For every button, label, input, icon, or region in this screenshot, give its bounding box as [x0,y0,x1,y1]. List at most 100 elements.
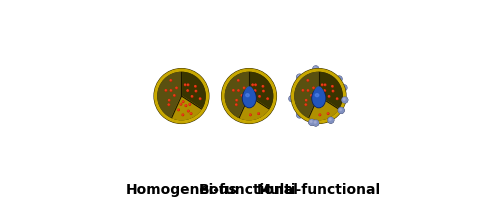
Circle shape [184,84,186,85]
Circle shape [189,104,190,105]
Circle shape [297,112,302,118]
Ellipse shape [295,72,342,120]
Circle shape [342,85,346,90]
Circle shape [298,75,300,77]
Circle shape [170,80,172,81]
Ellipse shape [158,72,205,120]
Polygon shape [309,96,338,120]
Circle shape [290,96,294,101]
Circle shape [332,86,333,87]
Circle shape [336,76,342,82]
Circle shape [342,97,347,103]
Circle shape [259,96,260,97]
Circle shape [248,104,249,105]
Circle shape [168,104,169,105]
Polygon shape [249,72,272,109]
Ellipse shape [310,94,338,111]
Circle shape [184,84,186,86]
Circle shape [174,95,175,96]
Circle shape [311,95,312,96]
Circle shape [165,90,166,91]
Circle shape [254,90,256,91]
Circle shape [310,121,312,122]
Circle shape [182,101,184,102]
Circle shape [252,84,253,85]
Circle shape [170,90,171,91]
Ellipse shape [315,94,319,97]
Circle shape [182,101,183,102]
Circle shape [252,84,254,86]
Circle shape [342,86,344,88]
Circle shape [255,84,256,86]
Circle shape [188,110,189,112]
Ellipse shape [226,72,272,120]
Circle shape [314,67,316,69]
Circle shape [309,119,314,125]
Circle shape [250,101,252,102]
Circle shape [328,118,334,123]
Circle shape [262,86,264,87]
Circle shape [297,74,302,80]
Circle shape [187,90,188,91]
Circle shape [313,87,314,89]
Circle shape [319,114,320,116]
Circle shape [328,113,329,114]
Circle shape [289,96,294,102]
Circle shape [313,87,314,88]
Circle shape [263,90,264,92]
Circle shape [182,114,183,115]
Polygon shape [182,72,205,109]
Circle shape [313,120,318,126]
Circle shape [314,121,316,123]
Circle shape [232,90,234,91]
Ellipse shape [246,94,250,97]
Circle shape [332,90,334,92]
Polygon shape [226,72,249,118]
Ellipse shape [230,80,260,99]
Circle shape [328,117,334,123]
Ellipse shape [162,80,192,99]
Circle shape [310,95,312,96]
Circle shape [324,84,326,86]
Text: Bi-functional: Bi-functional [199,183,299,197]
Circle shape [322,84,323,86]
Circle shape [313,120,318,126]
Polygon shape [240,96,269,120]
Circle shape [314,120,318,126]
Circle shape [306,100,307,101]
Circle shape [305,104,306,105]
Circle shape [336,76,342,81]
Text: Homogeneous: Homogeneous [126,183,238,197]
Ellipse shape [154,69,209,123]
Circle shape [267,98,268,99]
Circle shape [340,109,342,111]
Circle shape [343,98,345,100]
Circle shape [250,114,251,116]
Ellipse shape [291,69,346,123]
Polygon shape [172,96,202,120]
Circle shape [308,90,309,91]
Circle shape [267,98,268,100]
Circle shape [196,90,197,92]
Circle shape [338,77,340,79]
Circle shape [168,100,170,101]
Circle shape [338,108,344,113]
Circle shape [178,109,180,111]
Circle shape [255,84,256,85]
Circle shape [329,118,331,120]
Circle shape [236,104,237,105]
Circle shape [338,108,344,113]
Circle shape [324,90,325,91]
Circle shape [310,121,312,122]
Circle shape [200,98,201,100]
Circle shape [340,109,342,111]
Ellipse shape [242,89,256,108]
Circle shape [302,90,304,91]
Polygon shape [158,72,182,118]
Text: Multi-functional: Multi-functional [256,183,380,197]
Circle shape [236,100,238,101]
Ellipse shape [241,94,268,111]
Circle shape [329,118,331,120]
Circle shape [170,80,171,81]
Circle shape [290,97,292,99]
